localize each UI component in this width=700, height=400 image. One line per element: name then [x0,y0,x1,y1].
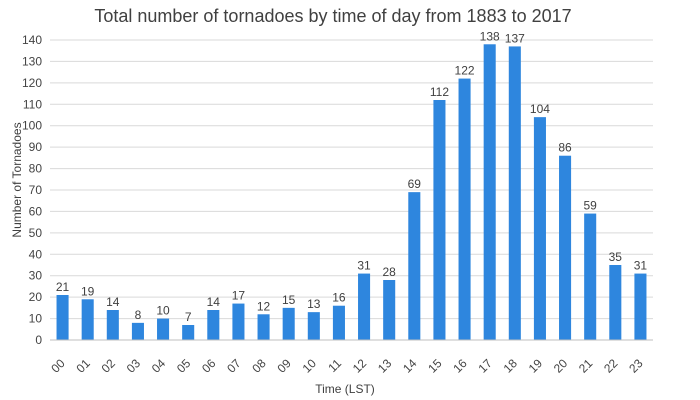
data-label-05: 7 [185,310,192,324]
data-label-02: 14 [106,295,120,309]
data-label-15: 112 [430,85,449,99]
y-axis-ticks: 0 10 20 30 40 50 60 70 80 90 100 110 120 130 140 [22,33,42,347]
data-label-21: 59 [584,199,598,213]
bar-16 [458,78,471,341]
data-labels: 21 19 14 8 10 7 14 17 12 15 13 16 31 28 69 112 122 138 137… [56,29,648,324]
data-label-13: 28 [383,265,397,279]
x-tick-label-10: 10 [300,356,320,376]
bar-08 [257,314,270,340]
bar-06 [207,310,220,340]
bar-07 [232,303,245,340]
x-tick-label-12: 12 [350,356,370,376]
x-tick-label-03: 03 [124,356,144,376]
y-tick-label: 90 [29,140,43,154]
bar-17 [483,44,496,341]
x-tick-label-05: 05 [174,356,194,376]
y-tick-label: 70 [29,183,43,197]
data-label-19: 104 [530,102,550,116]
bar-03 [131,322,144,340]
data-label-14: 69 [408,177,422,191]
x-tick-label-17: 17 [475,356,495,376]
x-axis-ticks: 00 01 02 03 04 05 06 07 08 09 10 11 12 13 14 15 16 17 18 19… [48,356,645,376]
y-axis-title: Number of Tornadoes [10,122,24,237]
bar-11 [332,305,345,340]
chart-title: Total number of tornadoes by time of day… [94,6,571,26]
bar-19 [533,117,546,341]
y-tick-label: 0 [35,333,42,347]
data-label-12: 31 [357,259,371,273]
bar-15 [433,100,446,340]
x-tick-label-06: 06 [199,356,219,376]
bar-13 [383,280,396,340]
bar-21 [584,213,597,340]
bar-00 [56,295,69,340]
x-tick-label-02: 02 [99,356,119,376]
x-axis-title: Time (LST) [315,382,375,396]
y-tick-label: 140 [22,33,42,47]
y-tick-label: 20 [29,290,43,304]
x-tick-label-00: 00 [48,356,68,376]
data-label-11: 16 [332,291,346,305]
y-tick-label: 40 [29,247,43,261]
data-label-23: 31 [634,259,648,273]
x-tick-label-04: 04 [149,356,169,376]
y-tick-label: 120 [22,76,42,90]
x-tick-label-15: 15 [425,356,445,376]
data-label-20: 86 [558,141,572,155]
bar-01 [81,299,94,340]
x-tick-label-19: 19 [526,356,546,376]
data-label-03: 8 [135,308,142,322]
data-label-01: 19 [81,284,95,298]
data-label-07: 17 [232,289,246,303]
bar-05 [182,325,195,340]
x-tick-label-09: 09 [274,356,294,376]
y-tick-label: 10 [29,312,43,326]
bar-18 [508,46,521,341]
x-tick-label-08: 08 [249,356,269,376]
x-tick-label-11: 11 [325,356,344,375]
x-tick-label-14: 14 [400,356,420,376]
data-label-00: 21 [56,280,70,294]
data-label-06: 14 [207,295,221,309]
data-label-18: 137 [505,31,525,45]
bar-23 [634,273,647,340]
bar-02 [106,310,119,340]
bars [56,44,647,341]
data-label-10: 13 [307,297,321,311]
y-tick-label: 130 [22,54,42,68]
x-tick-label-23: 23 [626,356,646,376]
x-tick-label-07: 07 [224,356,244,376]
x-tick-label-13: 13 [375,356,395,376]
gridlines [50,39,653,320]
bar-09 [282,307,295,340]
x-tick-label-18: 18 [501,356,521,376]
x-tick-label-21: 21 [576,356,596,376]
data-label-22: 35 [609,250,623,264]
bar-04 [157,318,170,340]
x-tick-label-16: 16 [450,356,470,376]
bar-20 [559,155,572,340]
data-label-08: 12 [257,299,271,313]
y-tick-label: 30 [29,269,43,283]
bar-14 [408,192,421,340]
bar-10 [307,312,320,340]
data-label-17: 138 [480,29,500,43]
y-tick-label: 100 [22,119,42,133]
data-label-04: 10 [156,304,170,318]
bar-12 [358,273,371,340]
x-tick-label-01: 01 [73,356,93,376]
data-label-16: 122 [455,64,475,78]
y-tick-label: 110 [23,97,42,111]
x-tick-label-22: 22 [601,356,621,376]
y-tick-label: 60 [29,204,43,218]
bar-22 [609,265,622,340]
y-tick-label: 80 [29,162,43,176]
y-tick-label: 50 [29,226,43,240]
data-label-09: 15 [282,293,296,307]
x-tick-label-20: 20 [551,356,571,376]
